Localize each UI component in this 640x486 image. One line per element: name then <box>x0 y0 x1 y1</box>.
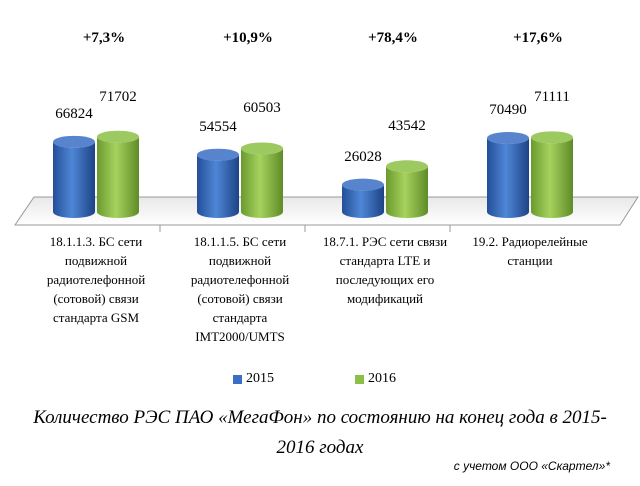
cylinder-body <box>197 154 239 218</box>
value-label: 43542 <box>388 118 426 135</box>
cylinder-body <box>531 137 573 218</box>
bar <box>241 142 283 218</box>
cylinder-top <box>241 142 283 155</box>
annotation: +7,3% <box>82 30 126 46</box>
cylinder-body <box>386 166 428 218</box>
cylinder-body <box>53 141 95 218</box>
floor <box>14 196 639 226</box>
annotation: +10,9% <box>223 30 273 46</box>
value-label: 60503 <box>243 100 281 117</box>
cylinder-body <box>342 184 384 218</box>
cylinder-body <box>487 137 529 218</box>
chart-title: Количество РЭС ПАО «МегаФон» по состояни… <box>33 407 607 458</box>
value-label: 71702 <box>99 88 137 105</box>
bar <box>53 135 95 218</box>
value-label: 70490 <box>489 101 527 118</box>
bar <box>342 178 384 218</box>
bar <box>386 160 428 218</box>
value-label: 54554 <box>199 118 237 135</box>
value-label: 26028 <box>344 148 382 165</box>
cylinder-top <box>487 131 529 144</box>
annotation: +17,6% <box>513 30 563 46</box>
bar <box>487 131 529 218</box>
x-tick-label: 18.1.1.5. БС сети подвижной радиотелефон… <box>190 234 290 344</box>
value-label: 71111 <box>534 89 570 106</box>
annotation: +78,4% <box>368 30 418 46</box>
x-tick-label: 18.7.1. РЭС сети связи стандарта LTE и п… <box>322 234 448 306</box>
x-tick-label: 19.2. Радиорелейные станции <box>472 234 588 268</box>
cylinder-body <box>241 148 283 218</box>
cylinder-top <box>531 131 573 144</box>
cylinder-top <box>386 160 428 173</box>
cylinder-top <box>342 178 384 191</box>
value-label: 66824 <box>55 105 93 122</box>
bar <box>197 148 239 218</box>
legend-swatch <box>233 375 242 384</box>
cylinder-top <box>97 130 139 143</box>
legend-label: 2015 <box>246 371 274 386</box>
legend-label: 2016 <box>368 371 396 386</box>
cylinder-top <box>53 135 95 148</box>
legend-swatch <box>355 375 364 384</box>
cylinder-top <box>197 148 239 161</box>
bar <box>97 130 139 218</box>
cylinder-body <box>97 136 139 218</box>
bar <box>531 131 573 218</box>
footnote: с учетом ООО «Скартел»* <box>453 459 610 473</box>
x-tick-label: 18.1.1.3. БС сети подвижной радиотелефон… <box>46 234 146 325</box>
